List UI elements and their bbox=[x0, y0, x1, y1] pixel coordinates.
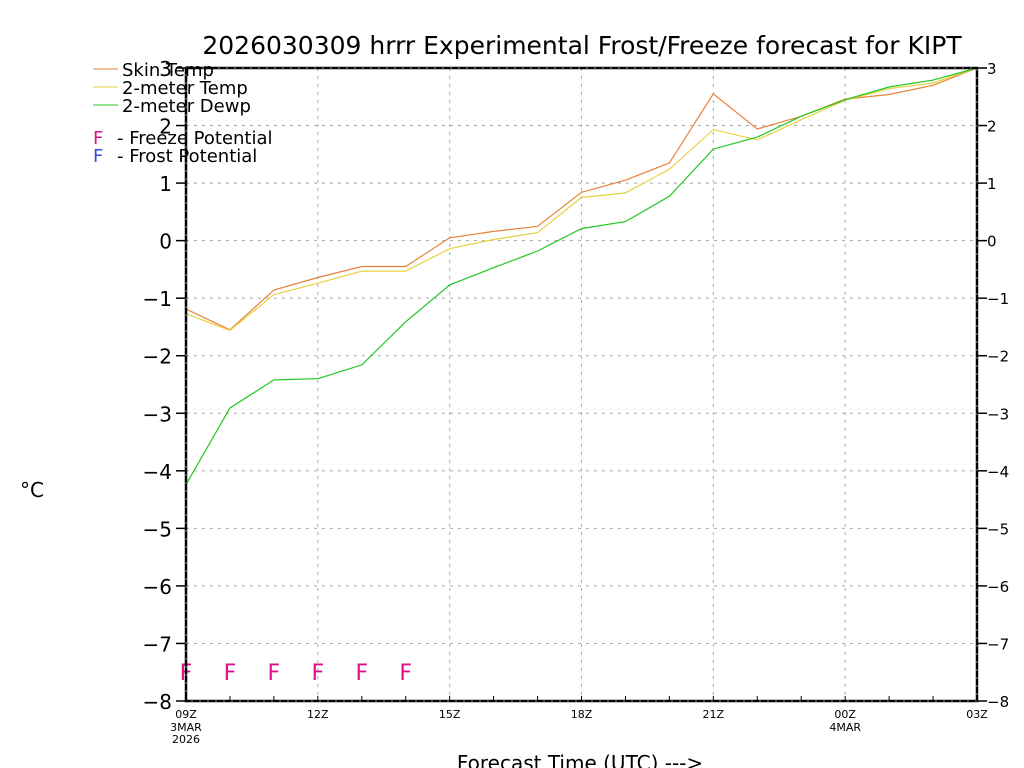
legend-freeze-symbol: F bbox=[93, 128, 103, 149]
x-tick-label: 15Z bbox=[439, 708, 461, 721]
legend-label-freeze: - Freeze Potential bbox=[117, 128, 273, 149]
x-tick-sublabel: 3MAR bbox=[170, 721, 202, 734]
y-tick-label-right: −1 bbox=[987, 290, 1009, 308]
y-tick-label-left: −5 bbox=[143, 517, 172, 541]
y-tick-label-right: 1 bbox=[987, 175, 997, 193]
y-tick-label-left: −6 bbox=[143, 575, 172, 599]
x-axis-label: Forecast Time (UTC) ---> bbox=[457, 751, 703, 768]
y-axis-label: °C bbox=[20, 478, 44, 502]
y-tick-label-left: 0 bbox=[159, 230, 172, 254]
y-tick-label-left: 2 bbox=[159, 115, 172, 139]
chart-title: 2026030309 hrrr Experimental Frost/Freez… bbox=[202, 31, 962, 60]
legend-label-2m-dewp: 2-meter Dewp bbox=[122, 96, 251, 117]
y-tick-label-left: 3 bbox=[159, 57, 172, 81]
axes bbox=[176, 66, 987, 703]
x-tick-label: 03Z bbox=[966, 708, 988, 721]
legend-label-frost: - Frost Potential bbox=[117, 146, 257, 167]
y-tick-label-right: 0 bbox=[987, 233, 997, 251]
tick-labels: 3 3 2 2 1 1 0 0 −1 −1 −2 −2 −3 −3 −4 −4 −5 −5 −6 −6 −7 −7 −8 −8… bbox=[143, 57, 1010, 746]
y-tick-label-right: −7 bbox=[987, 635, 1009, 653]
legend-label-2m-temp: 2-meter Temp bbox=[122, 78, 248, 99]
y-tick-label-left: −2 bbox=[143, 345, 172, 369]
y-tick-label-left: 1 bbox=[159, 172, 172, 196]
freeze-marker: F bbox=[312, 661, 325, 686]
y-tick-label-left: −4 bbox=[143, 460, 172, 484]
y-tick-label-right: −5 bbox=[987, 520, 1009, 538]
y-tick-label-right: 3 bbox=[987, 60, 997, 78]
y-tick-label-right: −2 bbox=[987, 348, 1009, 366]
y-tick-label-right: −3 bbox=[987, 405, 1009, 423]
y-tick-label-right: 2 bbox=[987, 118, 997, 136]
y-tick-label-left: −8 bbox=[143, 690, 172, 714]
freeze-marker: F bbox=[224, 661, 237, 686]
freeze-marker: F bbox=[399, 661, 412, 686]
grid bbox=[186, 68, 977, 701]
x-tick-label: 18Z bbox=[571, 708, 593, 721]
x-tick-label: 12Z bbox=[307, 708, 329, 721]
x-tick-label: 00Z bbox=[834, 708, 856, 721]
x-tick-label: 21Z bbox=[703, 708, 725, 721]
x-tick-sublabel: 2026 bbox=[172, 733, 200, 746]
legend-frost-symbol: F bbox=[93, 146, 103, 167]
series-2-meter-dewp bbox=[185, 67, 978, 485]
freeze-marker: F bbox=[268, 661, 281, 686]
legend-label-skin-temp: Skin Temp bbox=[122, 60, 214, 81]
series-2-meter-temp bbox=[185, 67, 978, 332]
y-tick-label-right: −8 bbox=[987, 693, 1009, 711]
freeze-marker: F bbox=[355, 661, 368, 686]
y-tick-label-right: −6 bbox=[987, 578, 1009, 596]
x-tick-sublabel: 4MAR bbox=[829, 721, 861, 734]
y-tick-label-left: −1 bbox=[143, 287, 172, 311]
legend: Skin Temp 2-meter Temp 2-meter Dewp F - … bbox=[93, 60, 273, 167]
y-tick-label-left: −7 bbox=[143, 632, 172, 656]
series-group bbox=[185, 67, 978, 485]
y-tick-label-left: −3 bbox=[143, 402, 172, 426]
y-tick-label-right: −4 bbox=[987, 463, 1009, 481]
x-tick-label: 09Z bbox=[175, 708, 197, 721]
